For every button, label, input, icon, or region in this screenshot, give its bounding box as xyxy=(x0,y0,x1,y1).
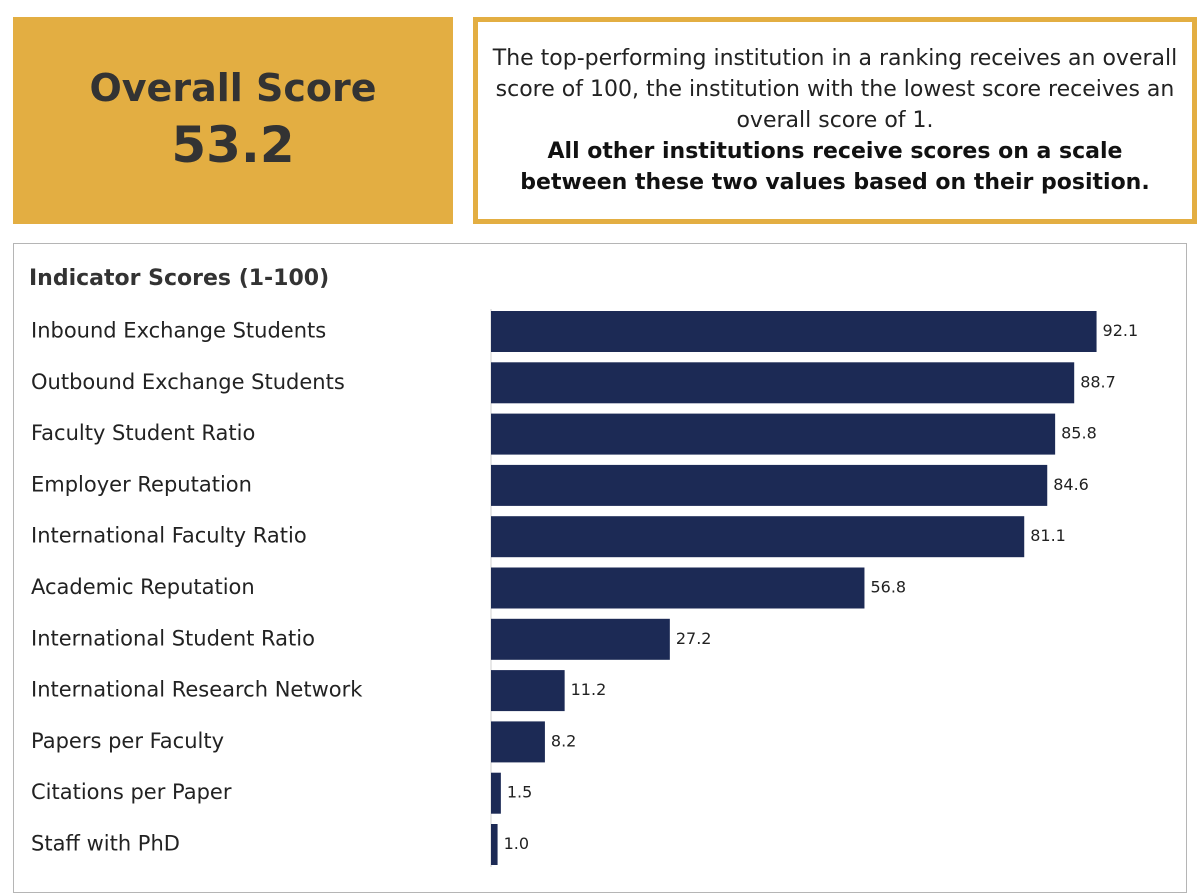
value-label: 81.1 xyxy=(1030,526,1066,545)
category-label: Inbound Exchange Students xyxy=(31,319,326,343)
bar[interactable] xyxy=(491,670,565,712)
category-label: Papers per Faculty xyxy=(31,729,224,753)
bar[interactable] xyxy=(491,516,1025,558)
category-label: Citations per Paper xyxy=(31,780,232,804)
value-label: 11.2 xyxy=(571,680,607,699)
bar[interactable] xyxy=(491,464,1048,506)
bar[interactable] xyxy=(491,618,670,660)
bar[interactable] xyxy=(491,567,865,609)
category-label: Academic Reputation xyxy=(31,575,255,599)
category-label: International Student Ratio xyxy=(31,626,315,650)
bar[interactable] xyxy=(491,721,545,763)
overall-score-value: 53.2 xyxy=(171,115,295,174)
value-label: 85.8 xyxy=(1061,424,1097,443)
value-label: 88.7 xyxy=(1080,372,1116,391)
value-label: 8.2 xyxy=(551,731,576,750)
bar[interactable] xyxy=(491,413,1056,455)
bar[interactable] xyxy=(491,362,1075,404)
value-label: 1.0 xyxy=(504,834,529,853)
category-label: Employer Reputation xyxy=(31,472,252,496)
category-label: Staff with PhD xyxy=(31,832,180,856)
value-label: 84.6 xyxy=(1053,475,1089,494)
scoring-note-text: The top-performing institution in a rank… xyxy=(492,46,1178,133)
overall-score-label: Overall Score xyxy=(89,65,377,110)
bar[interactable] xyxy=(491,311,1097,352)
indicator-scores-panel: Indicator Scores (1-100) Inbound Exchang… xyxy=(13,243,1187,893)
bar[interactable] xyxy=(491,824,498,865)
overall-score-box: Overall Score 53.2 xyxy=(13,17,453,224)
scoring-note-bold: All other institutions receive scores on… xyxy=(520,139,1150,195)
category-label: Faculty Student Ratio xyxy=(31,421,255,445)
value-label: 27.2 xyxy=(676,629,712,648)
scoring-note-box: The top-performing institution in a rank… xyxy=(473,17,1197,224)
value-label: 56.8 xyxy=(870,578,906,597)
indicator-bar-chart: Inbound Exchange Students 92.1 Outbound Ex… xyxy=(31,309,1139,867)
chart-title: Indicator Scores (1-100) xyxy=(29,266,330,291)
value-label: 92.1 xyxy=(1103,321,1139,340)
category-label: Outbound Exchange Students xyxy=(31,370,345,394)
bar[interactable] xyxy=(491,772,501,814)
value-label: 1.5 xyxy=(507,783,532,802)
category-label: International Faculty Ratio xyxy=(31,524,307,548)
category-label: International Research Network xyxy=(31,678,363,702)
